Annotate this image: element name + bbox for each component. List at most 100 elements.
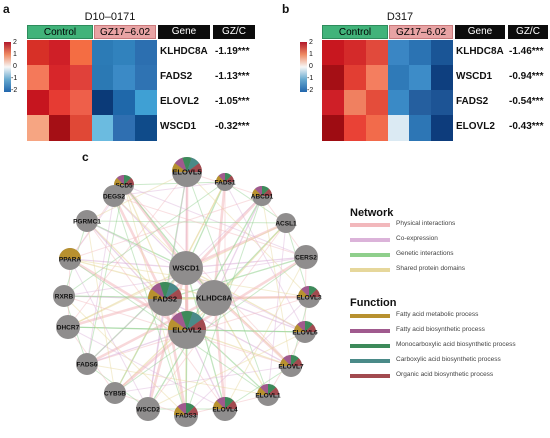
network-node-circle <box>196 280 232 316</box>
network-node-function-slice <box>124 175 132 185</box>
panel-a-gene-label: ELOVL2 <box>160 96 199 107</box>
network-edge <box>185 267 306 333</box>
network-node-circle <box>53 285 75 307</box>
panel-a-heatmap-cell <box>113 115 135 141</box>
network-node[interactable]: FADS6 <box>76 353 98 375</box>
network-node[interactable]: CYB5B <box>104 382 126 404</box>
network-legend-label: Co-expression <box>396 235 438 242</box>
network-edge <box>69 258 187 269</box>
network-node-function-slice <box>59 248 81 259</box>
network-edge <box>113 181 226 197</box>
panel-a-control-header: Control <box>27 25 93 39</box>
panel-b-heatmap-cell <box>322 65 345 91</box>
panel-a-heatmap-cell <box>48 90 71 116</box>
panel-b-gzc-value: -0.43*** <box>509 121 544 132</box>
panel-b-heatmap-cell <box>431 40 454 66</box>
panel-b-heatmap-cell <box>387 115 410 141</box>
network-node[interactable]: KLHDC8A <box>196 280 232 316</box>
network-node[interactable]: ELOVL4 <box>212 397 238 421</box>
network-node[interactable]: ELOVL5 <box>172 157 202 187</box>
panel-b-heatmap-cell <box>365 40 388 66</box>
function-legend-label: Fatty acid biosynthetic process <box>396 326 485 333</box>
network-node[interactable]: WSCD2 <box>136 397 160 421</box>
panel-b-colorbar-tick: 1 <box>309 51 313 58</box>
panel-a-heatmap-cell <box>70 65 92 91</box>
panel-b-heatmap-cell <box>343 40 367 66</box>
network-node[interactable]: ABCD1 <box>251 186 274 206</box>
network-edge <box>86 220 187 269</box>
network-node-label: FADS1 <box>215 180 236 187</box>
network-legend-label: Genetic interactions <box>396 250 454 257</box>
network-legend-swatch <box>350 253 390 257</box>
network-edge <box>69 257 188 332</box>
panel-b-gene-header: Gene <box>455 25 505 39</box>
network-edge <box>86 184 125 365</box>
panel-a-colorbar-tick: 1 <box>13 51 17 58</box>
network-edge <box>186 171 269 396</box>
network-node-function-slice <box>187 157 200 172</box>
network-legend-title: Network <box>350 207 394 219</box>
network-legend-swatch <box>350 238 390 242</box>
network-edge <box>164 171 188 300</box>
function-legend-label: Monocarboxylic acid biosynthetic process <box>396 341 516 348</box>
network-node-label: RXRB <box>55 294 74 301</box>
network-node[interactable]: CERS2 <box>294 245 318 269</box>
network-node[interactable]: ACSL1 <box>275 213 297 233</box>
network-node-circle <box>103 185 125 207</box>
network-node-function-slice <box>283 355 291 366</box>
network-node[interactable]: DHCR7 <box>56 315 80 339</box>
network-node-function-slice <box>280 358 291 366</box>
network-edge <box>69 258 215 299</box>
panel-b-heatmap-cell <box>431 90 454 116</box>
panel-b-gzc-header: GZ/C <box>508 25 548 39</box>
network-node-function-slice <box>187 318 206 330</box>
network-edge <box>147 222 287 410</box>
network-node-function-slice <box>262 188 272 196</box>
network-node-function-slice <box>165 289 182 299</box>
network-node-circle <box>56 315 80 339</box>
panel-a-colorbar <box>4 42 11 92</box>
panel-a-colorbar-tick: 2 <box>13 39 17 46</box>
network-node[interactable]: FADS1 <box>215 173 236 191</box>
panel-b-heatmap-cell <box>409 40 432 66</box>
network-node[interactable]: SCD5 <box>114 175 134 195</box>
network-node[interactable]: RXRB <box>53 285 75 307</box>
network-node-function-slice <box>216 175 225 182</box>
network-node[interactable]: WSCD1 <box>169 251 203 285</box>
network-node[interactable]: DEGS2 <box>103 185 125 207</box>
network-node-function-slice <box>182 157 192 172</box>
network-edge <box>123 184 307 258</box>
network-node[interactable]: ELOVL7 <box>278 355 304 377</box>
network-node-label: FADS3 <box>176 413 197 420</box>
network-node-function-slice <box>218 173 225 182</box>
panel-b-gzc-value: -1.46*** <box>509 46 544 57</box>
network-node[interactable]: ELOVL2 <box>168 311 206 349</box>
panel-b-heatmap-cell <box>387 40 410 66</box>
network-node[interactable]: ELOVL1 <box>255 384 281 406</box>
network-node[interactable]: FADS2 <box>148 282 182 316</box>
network-node-circle <box>76 353 98 375</box>
network-node-label: ABCD1 <box>251 194 274 201</box>
network-node-function-slice <box>305 324 316 332</box>
network-node[interactable]: ELOVL6 <box>292 321 318 343</box>
network-edge <box>114 256 307 394</box>
network-node-label: ELOVL6 <box>292 330 318 337</box>
network-node-function-slice <box>216 397 225 409</box>
panel-a-heatmap-cell <box>70 115 92 141</box>
panel-a-heatmap-cell <box>134 40 157 66</box>
network-node-function-slice <box>165 282 179 299</box>
network-node[interactable]: PPARA <box>59 248 82 270</box>
network-node-function-slice <box>262 186 270 196</box>
panel-b-gzc-value: -0.94*** <box>509 71 544 82</box>
network-node[interactable]: PGRMC1 <box>73 210 101 232</box>
network-node-function-slice <box>291 355 299 366</box>
network-node[interactable]: FADS3 <box>174 403 198 427</box>
network-node-circle <box>76 210 98 232</box>
panel-a-heatmap-cell <box>91 115 114 141</box>
network-node-label: CYB5B <box>104 391 126 398</box>
network-edge <box>113 195 292 367</box>
network-node[interactable]: ELOVL3 <box>296 286 322 308</box>
network-edge <box>185 296 310 416</box>
network-node-circle <box>276 213 296 233</box>
network-node-function-slice <box>268 384 276 395</box>
